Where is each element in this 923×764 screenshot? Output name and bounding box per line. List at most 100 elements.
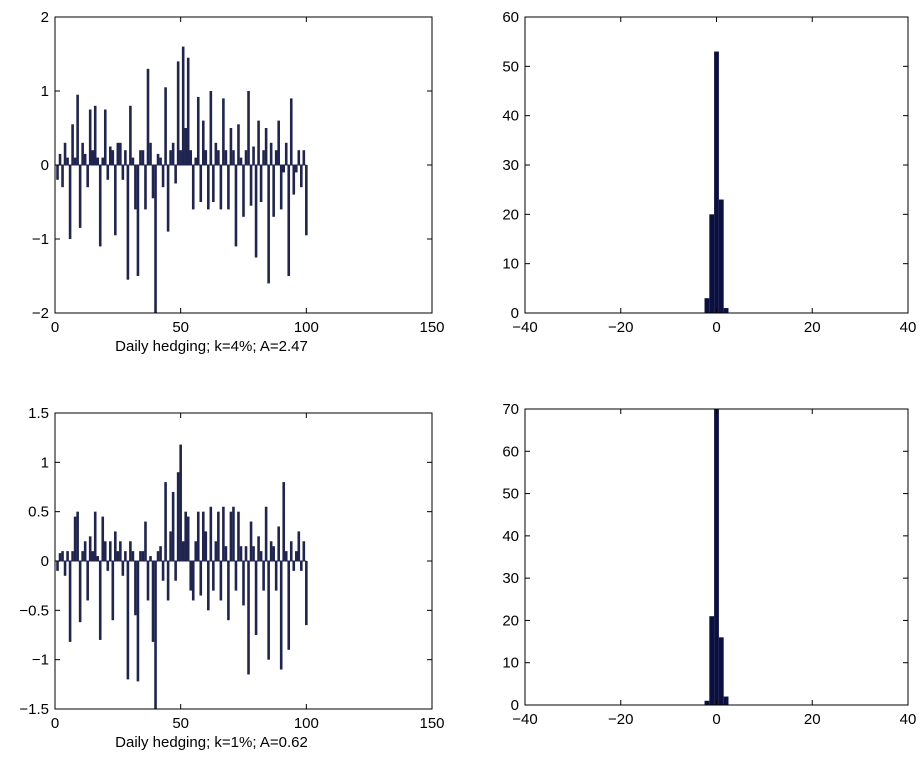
data-bar xyxy=(144,521,147,561)
data-bar xyxy=(71,124,74,165)
data-bar xyxy=(134,165,137,210)
data-bar xyxy=(129,105,132,165)
y-tick-label: 50 xyxy=(502,486,519,503)
chart-panel-top-right: −40 −20 0 20 40 0 10 20 30 40 50 60 xyxy=(502,9,916,336)
data-bar xyxy=(186,57,190,166)
data-bar xyxy=(93,511,97,561)
data-bar xyxy=(277,120,280,165)
data-bar xyxy=(98,165,102,247)
data-bar xyxy=(217,150,220,165)
data-bar xyxy=(239,157,243,165)
data-bar xyxy=(239,546,243,561)
data-bar xyxy=(83,541,87,561)
data-bar xyxy=(232,150,235,165)
data-bar xyxy=(58,553,62,561)
data-bar xyxy=(237,124,240,165)
data-bar xyxy=(179,444,182,561)
data-bar xyxy=(257,536,260,561)
data-bar xyxy=(279,561,283,670)
data-bar xyxy=(207,561,210,611)
data-bar xyxy=(61,551,64,561)
data-bar xyxy=(204,150,208,165)
x-tick-label: −20 xyxy=(608,319,633,336)
data-bar xyxy=(297,150,301,165)
y-tick-label: 20 xyxy=(502,612,519,629)
x-tick-label: 0 xyxy=(51,319,59,336)
data-bar xyxy=(289,98,293,165)
data-bar xyxy=(217,511,220,561)
x-tick-label: 50 xyxy=(172,715,189,732)
data-bar xyxy=(227,561,230,621)
data-bar xyxy=(292,165,296,195)
x-tick-label: 20 xyxy=(804,711,821,728)
data-bar xyxy=(249,521,253,561)
y-tick-label: 40 xyxy=(502,528,519,545)
data-bar xyxy=(214,142,218,165)
y-tick-label: −2 xyxy=(32,305,49,322)
data-bar xyxy=(151,165,155,199)
data-bar xyxy=(244,150,248,165)
data-bar xyxy=(176,61,180,165)
y-tick-label: 1 xyxy=(41,83,49,100)
data-bar xyxy=(252,546,255,561)
data-bar xyxy=(181,46,185,165)
y-tick-label: 20 xyxy=(502,206,519,223)
data-bar xyxy=(232,506,235,561)
data-bar xyxy=(141,551,145,561)
data-bar xyxy=(63,561,67,576)
data-bar xyxy=(83,153,87,165)
x-tick-label: 150 xyxy=(419,319,444,336)
data-bar xyxy=(161,561,165,581)
data-bar xyxy=(114,165,117,236)
data-bar xyxy=(96,556,100,561)
data-bar xyxy=(199,165,203,202)
data-bar xyxy=(68,561,72,642)
data-bar xyxy=(242,165,245,217)
data-bar xyxy=(81,142,84,165)
data-bar xyxy=(66,157,69,165)
y-tick-label: −1.5 xyxy=(19,701,49,718)
data-bar xyxy=(219,165,223,210)
x-tick-label: −40 xyxy=(512,711,537,728)
data-bar xyxy=(73,516,77,561)
data-bar xyxy=(234,165,238,247)
data-bar xyxy=(126,165,130,280)
y-tick-label: 0 xyxy=(511,697,519,714)
data-bar xyxy=(116,142,120,165)
data-bar xyxy=(156,153,160,165)
data-bar xyxy=(191,561,195,601)
data-bar xyxy=(159,546,162,561)
y-tick-label: 40 xyxy=(502,108,519,125)
data-bar xyxy=(300,561,303,571)
x-tick-label: 40 xyxy=(900,711,917,728)
data-bar xyxy=(71,551,74,561)
chart-panel-bottom-right: −40 −20 0 20 40 0 10 20 30 40 50 60 70 xyxy=(502,401,916,728)
y-tick-label: 0 xyxy=(511,305,519,322)
data-bar xyxy=(93,105,97,165)
data-bar xyxy=(78,165,82,228)
y-tick-label: 30 xyxy=(502,157,519,174)
histogram-bar xyxy=(709,616,715,705)
data-bar xyxy=(209,91,213,165)
data-bar xyxy=(181,541,185,561)
y-tick-label: −0.5 xyxy=(19,602,49,619)
data-bar xyxy=(151,561,155,642)
histogram-bar xyxy=(704,298,710,313)
data-bar xyxy=(282,482,286,561)
data-bar xyxy=(174,165,177,184)
data-bar xyxy=(56,561,59,571)
data-bar xyxy=(244,546,248,561)
data-bar xyxy=(131,551,135,561)
data-bar xyxy=(214,541,218,561)
data-bar xyxy=(259,551,263,561)
data-bar xyxy=(116,551,120,561)
histogram-bar xyxy=(714,51,719,314)
data-bar xyxy=(111,561,115,621)
data-bar xyxy=(88,109,92,165)
data-bar xyxy=(124,150,127,165)
data-bar xyxy=(247,91,250,165)
data-bar xyxy=(284,551,288,561)
data-bar xyxy=(196,511,200,561)
data-bar xyxy=(257,120,260,165)
